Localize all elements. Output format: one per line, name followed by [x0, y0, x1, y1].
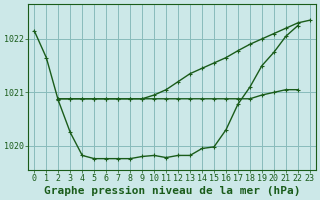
X-axis label: Graphe pression niveau de la mer (hPa): Graphe pression niveau de la mer (hPa) — [44, 186, 300, 196]
